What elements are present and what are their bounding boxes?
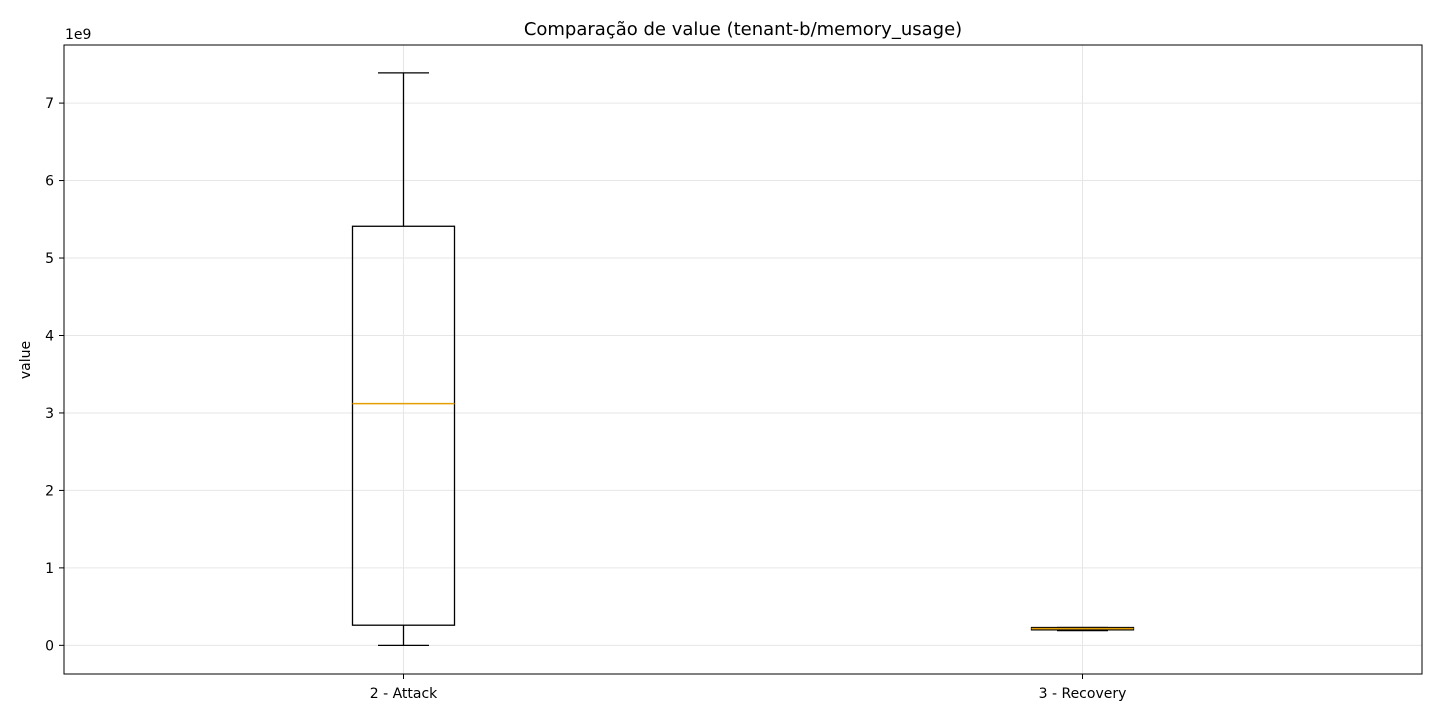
box-group	[351, 72, 456, 646]
x-tick-label: 2 - Attack	[370, 686, 438, 702]
boxes	[351, 72, 1135, 646]
y-tick-label: 3	[45, 406, 54, 422]
plot-area-frame	[63, 44, 1423, 675]
y-tick-label: 6	[45, 174, 54, 190]
y-tick-label: 1	[45, 561, 54, 577]
iqr-box	[351, 225, 456, 626]
y-axis-label: value	[18, 341, 34, 379]
grid-lines	[64, 45, 1422, 674]
y-axis-offset-label: 1e9	[65, 27, 91, 43]
x-axis-ticks: 2 - Attack 3 - Recovery	[370, 674, 1127, 702]
y-tick-label: 2	[45, 483, 54, 499]
y-tick-label: 7	[45, 96, 54, 112]
x-tick-label: 3 - Recovery	[1039, 686, 1127, 702]
box-group	[1030, 626, 1135, 632]
y-tick-label: 5	[45, 251, 54, 267]
y-tick-label: 0	[45, 638, 54, 654]
chart-title: Comparação de value (tenant-b/memory_usa…	[524, 19, 962, 40]
y-axis-ticks: 0 1 2 3 4 5 6 7	[45, 96, 64, 654]
y-tick-label: 4	[45, 328, 54, 344]
